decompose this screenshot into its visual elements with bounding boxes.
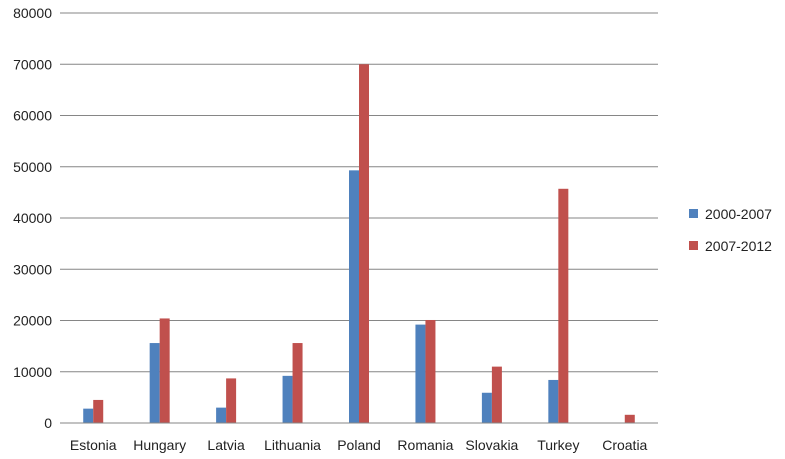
bar: [349, 170, 359, 423]
x-tick-label: Estonia: [70, 437, 117, 453]
x-tick-label: Croatia: [602, 437, 647, 453]
y-tick-label: 0: [44, 415, 52, 431]
y-tick-label: 80000: [13, 5, 52, 21]
y-tick-label: 20000: [13, 313, 52, 329]
bar: [292, 343, 303, 423]
bar: [149, 343, 160, 423]
x-tick-label: Latvia: [207, 437, 245, 453]
x-axis-category-labels: Estonia Hungary Latvia Lithuania Poland Roman…: [70, 437, 648, 453]
y-tick-label: 70000: [13, 56, 52, 72]
legend: 2000-2007 2007-2012: [689, 206, 772, 254]
bar: [415, 324, 426, 423]
legend-swatch: [689, 241, 698, 250]
x-tick-label: Slovakia: [465, 437, 518, 453]
bar: [216, 407, 227, 423]
y-tick-label: 60000: [13, 108, 52, 124]
bar: [282, 375, 293, 423]
bar: [359, 64, 369, 423]
bar: [425, 319, 436, 423]
y-tick-label: 40000: [13, 210, 52, 226]
x-tick-label: Romania: [397, 437, 453, 453]
bars: [83, 64, 635, 423]
bar: [159, 318, 170, 423]
bar: [558, 188, 569, 423]
legend-swatch: [689, 209, 698, 218]
legend-label: 2007-2012: [705, 238, 772, 254]
bar: [624, 414, 635, 423]
x-tick-label: Poland: [337, 437, 381, 453]
legend-label: 2000-2007: [705, 206, 772, 222]
bar: [83, 408, 94, 423]
bar: [491, 366, 502, 423]
y-tick-label: 10000: [13, 364, 52, 380]
bar: [548, 379, 559, 423]
y-tick-label: 50000: [13, 159, 52, 175]
bar: [226, 378, 237, 423]
x-tick-label: Hungary: [133, 437, 186, 453]
bar: [481, 392, 492, 423]
x-tick-label: Lithuania: [264, 437, 321, 453]
bar: [93, 399, 104, 423]
y-tick-label: 30000: [13, 261, 52, 277]
y-axis-tick-labels: 0 10000 20000 30000 40000 50000 60000 70000 8000…: [13, 5, 52, 431]
x-tick-label: Turkey: [537, 437, 579, 453]
